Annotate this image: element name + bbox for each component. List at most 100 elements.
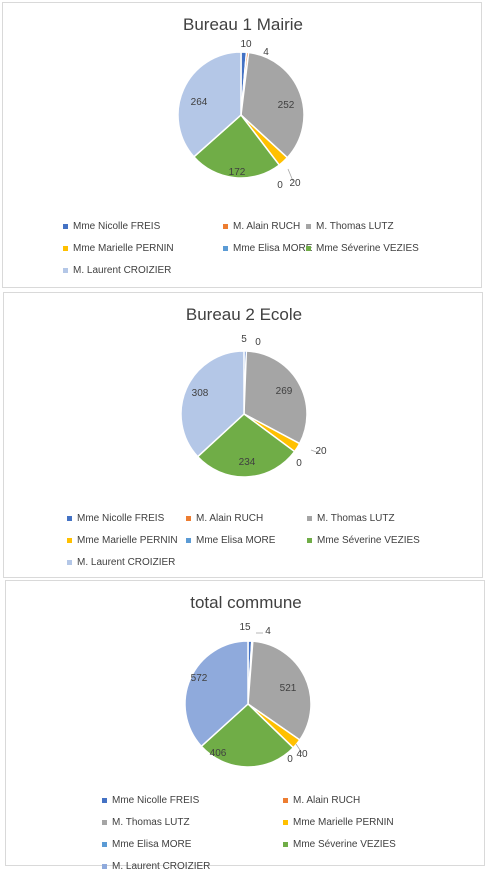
pie-slice-7: [184, 640, 249, 748]
pie-slice-7: [177, 51, 242, 158]
legend-label: M. Thomas LUTZ: [316, 220, 394, 232]
pie-slice-3: [247, 640, 312, 741]
legend-swatch: [67, 515, 72, 521]
legend-swatch: [283, 797, 288, 803]
data-label-6: 234: [239, 457, 256, 468]
leader-line-1: [310, 449, 320, 454]
pie-slice-6: [192, 113, 281, 179]
pie-slice-3: [240, 51, 305, 159]
legend-label: M. Laurent CROIZIER: [112, 860, 211, 872]
legend-swatch: [223, 245, 228, 251]
pie-slice-3: [243, 350, 308, 445]
legend-label: M. Thomas LUTZ: [112, 816, 190, 828]
legend-swatch: [102, 863, 107, 869]
legend-swatch: [306, 245, 311, 251]
legend-swatch: [283, 819, 288, 825]
data-label-2: 4: [265, 626, 271, 637]
legend-swatch: [306, 223, 311, 229]
legend-label: Mme Séverine VEZIES: [316, 242, 419, 254]
legend-item-5: Mme Elisa MORE: [102, 837, 191, 851]
chart-panel-total-commune: total commune 15 4 521 40 0 406 572 Mme Nicolle…: [5, 580, 486, 872]
data-label-7: 264: [191, 97, 208, 108]
data-label-5: 0: [296, 458, 302, 469]
legend-swatch: [102, 797, 107, 803]
legend-label: M. Alain RUCH: [293, 794, 361, 806]
legend-label: Mme Séverine VEZIES: [293, 838, 396, 850]
legend-swatch: [186, 537, 191, 543]
legend-label: Mme Marielle PERNIN: [73, 242, 174, 254]
data-label-4: 20: [289, 178, 301, 189]
data-label-1: 10: [240, 39, 252, 50]
legend-swatch: [102, 841, 107, 847]
pie-chart-total-commune: total commune 15 4 521 400 406 572: [184, 593, 312, 768]
data-label-2: 4: [263, 47, 269, 58]
chart-title-total-commune: total commune: [190, 593, 302, 612]
data-label-5: 0: [277, 180, 283, 191]
legend-swatch: [67, 559, 72, 565]
data-label-6: 172: [229, 167, 246, 178]
legend-bureau-1: Mme Nicolle FREIS M. Alain RUCH M. Thomas …: [3, 3, 483, 289]
legend-item-3: M. Thomas LUTZ: [307, 511, 395, 525]
legend-item-7: M. Laurent CROIZIER: [67, 555, 175, 569]
legend-bureau-2: Mme Nicolle FREIS M. Alain RUCH M. Thomas …: [4, 293, 484, 579]
legend-item-5: Mme Elisa MORE: [223, 241, 312, 255]
legend-swatch: [223, 223, 228, 229]
data-label-3: 521: [280, 683, 297, 694]
legend-swatch: [283, 841, 288, 847]
legend-item-4: Mme Marielle PERNIN: [283, 815, 394, 829]
legend-item-5: Mme Elisa MORE: [186, 533, 275, 547]
legend-label: Mme Marielle PERNIN: [77, 534, 178, 546]
legend-label: Mme Elisa MORE: [112, 838, 192, 850]
data-label-5: 0: [287, 754, 293, 765]
legend-label: Mme Marielle PERNIN: [293, 816, 394, 828]
data-label-4: 20: [315, 446, 327, 457]
legend-swatch: [307, 515, 312, 521]
legend-label: Mme Nicolle FREIS: [73, 220, 161, 232]
legend-swatch: [63, 223, 68, 229]
legend-swatch: [63, 245, 68, 251]
legend-label: M. Alain RUCH: [196, 512, 264, 524]
data-label-1: 15: [239, 622, 251, 633]
data-label-4: 40: [296, 749, 308, 760]
legend-item-1: Mme Nicolle FREIS: [102, 793, 199, 807]
legend-item-1: Mme Nicolle FREIS: [63, 219, 160, 233]
legend-swatch: [67, 537, 72, 543]
legend-item-6: Mme Séverine VEZIES: [283, 837, 396, 851]
chart-panel-bureau-2: Bureau 2 Ecole 5 0 269 20 0 234 308 Mme Nicolle…: [3, 292, 483, 578]
data-label-3: 269: [276, 386, 293, 397]
legend-label: M. Thomas LUTZ: [317, 512, 395, 524]
data-label-7: 308: [192, 388, 209, 399]
legend-swatch: [307, 537, 312, 543]
legend-label: Mme Elisa MORE: [196, 534, 276, 546]
legend-item-2: M. Alain RUCH: [283, 793, 360, 807]
leader-line-extra-1: [287, 168, 294, 182]
legend-item-3: M. Thomas LUTZ: [306, 219, 394, 233]
legend-item-4: Mme Marielle PERNIN: [63, 241, 174, 255]
legend-item-7: M. Laurent CROIZIER: [63, 263, 171, 277]
pie-slice-6: [196, 413, 296, 478]
chart-panel-bureau-1: Bureau 1 Mairie 10 4 252 20 0 172 264 Mme Nicol…: [2, 2, 482, 288]
legend-total-commune: Mme Nicolle FREIS M. Alain RUCH M. Thomas …: [6, 581, 486, 872]
legend-item-3: M. Thomas LUTZ: [102, 815, 190, 829]
legend-label: Mme Nicolle FREIS: [77, 512, 165, 524]
leader-line-2: [295, 743, 303, 754]
legend-label: M. Alain RUCH: [233, 220, 301, 232]
legend-swatch: [186, 515, 191, 521]
legend-label: Mme Nicolle FREIS: [112, 794, 200, 806]
legend-label: Mme Elisa MORE: [233, 242, 313, 254]
legend-label: M. Laurent CROIZIER: [73, 264, 172, 276]
chart-title-bureau-2: Bureau 2 Ecole: [186, 305, 302, 324]
pie-slice-6: [200, 702, 295, 768]
legend-item-7: M. Laurent CROIZIER: [102, 859, 210, 873]
legend-item-1: Mme Nicolle FREIS: [67, 511, 164, 525]
legend-label: M. Laurent CROIZIER: [77, 556, 176, 568]
data-label-3: 252: [278, 100, 295, 111]
chart-title-bureau-1: Bureau 1 Mairie: [183, 15, 303, 34]
pie-chart-bureau-1: Bureau 1 Mairie 10 4 252 20 0 172 264: [177, 15, 305, 191]
pie-slice-7: [180, 350, 245, 458]
legend-item-2: M. Alain RUCH: [186, 511, 263, 525]
legend-swatch: [102, 819, 107, 825]
legend-item-6: Mme Séverine VEZIES: [306, 241, 419, 255]
data-label-7: 572: [191, 673, 208, 684]
